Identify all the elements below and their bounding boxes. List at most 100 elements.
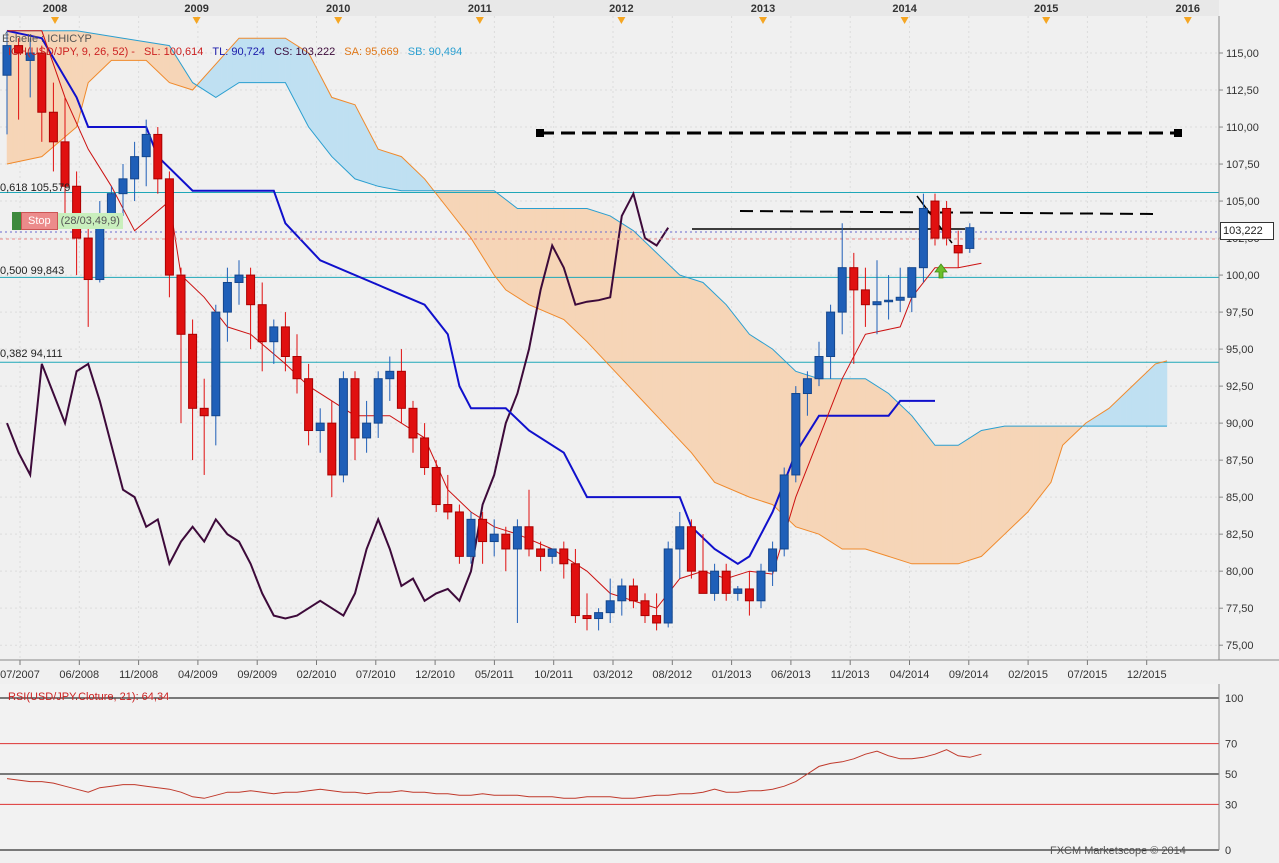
cloud-segment	[1033, 425, 1040, 506]
candle-body	[257, 304, 267, 343]
senkou-span-b-line	[7, 30, 1167, 446]
candle-body	[918, 207, 928, 269]
y-tick-label: 105,00	[1226, 196, 1260, 208]
cloud-segment	[894, 398, 901, 561]
candle-body	[594, 612, 604, 620]
cloud-segment	[708, 287, 715, 484]
cloud-segment	[679, 274, 686, 448]
year-marker-icon	[1183, 17, 1192, 24]
candle-body	[153, 133, 163, 180]
candle-body	[698, 570, 708, 594]
cloud-segment	[992, 426, 1000, 546]
candle-body	[350, 378, 360, 439]
cloud-segment	[865, 378, 872, 552]
cloud-segment	[354, 104, 362, 182]
year-axis-band	[0, 0, 1219, 16]
cloud-segment	[749, 333, 756, 500]
y-tick-label: 107,50	[1226, 159, 1260, 171]
cloud-segment	[801, 372, 808, 531]
fib-label-500: 0,500 99,843	[0, 265, 65, 277]
cloud-segment	[1021, 425, 1029, 519]
rsi-level-label: 30	[1225, 799, 1237, 811]
cloud-segment	[250, 37, 257, 83]
candle-body	[570, 563, 580, 617]
cloud-segment	[702, 281, 710, 476]
cloud-segment	[905, 409, 913, 565]
stop-handle-icon[interactable]	[12, 212, 21, 230]
candle-body	[559, 548, 569, 565]
cloud-segment	[482, 190, 489, 267]
candle-body	[675, 526, 685, 550]
x-tick-label: 02/2015	[1008, 669, 1048, 681]
cloud-segment	[673, 268, 681, 442]
fib-label-618: 0,618 105,579	[0, 182, 71, 194]
cloud-segment	[488, 190, 495, 276]
cloud-segment	[563, 208, 570, 326]
candle-body	[234, 274, 244, 283]
candle-body	[176, 274, 186, 335]
cloud-segment	[337, 98, 344, 169]
cloud-segment	[766, 344, 773, 505]
candle-body	[420, 437, 430, 469]
x-tick-label: 05/2011	[475, 669, 514, 681]
cloud-segment	[923, 429, 930, 565]
x-tick-label: 09/2014	[949, 669, 989, 681]
cloud-segment	[986, 428, 994, 552]
scale-value: ICHICYP	[47, 33, 92, 45]
scale-prefix: Échelle :	[2, 33, 48, 45]
x-tick-label: 03/2012	[593, 669, 633, 681]
x-tick-label: 11/2013	[831, 669, 870, 681]
cloud-segment	[720, 298, 727, 488]
cloud-segment	[511, 203, 518, 298]
candle-body	[652, 615, 662, 624]
cloud-segment	[383, 150, 391, 189]
cloud-segment	[319, 75, 327, 150]
x-tick-label: 08/2012	[652, 669, 692, 681]
cloud-segment	[244, 37, 251, 83]
candle-body	[60, 141, 70, 187]
rsi-label: RSI(USD/JPY.Cloture, 21): 64,34	[8, 691, 170, 703]
candle-body	[536, 548, 546, 557]
study-name: ICH(USD/JPY, 9, 26, 52) -	[8, 46, 135, 58]
cloud-segment	[662, 257, 669, 429]
stop-info: (28/03,49,9)	[57, 213, 123, 229]
year-label: 2011	[468, 3, 492, 15]
cloud-segment	[911, 414, 918, 565]
cloud-segment	[540, 208, 547, 313]
cloud-segment	[308, 52, 315, 136]
candle-body	[884, 299, 894, 303]
candle-body	[130, 156, 140, 180]
candle-body	[768, 548, 778, 572]
candle-body	[663, 548, 673, 624]
candle-body	[466, 518, 476, 557]
cloud-segment	[1027, 425, 1034, 513]
cloud-segment	[725, 303, 733, 491]
cloud-segment	[1149, 363, 1156, 427]
year-label: 2013	[751, 3, 775, 15]
cloud-segment	[859, 378, 866, 550]
watermark: FXCM Marketscope © 2014	[1050, 845, 1186, 857]
x-tick-label: 07/2007	[0, 669, 40, 681]
indicator-header: Échelle : ICHICYP	[2, 33, 92, 45]
y-tick-label: 100,00	[1226, 270, 1260, 282]
stop-label[interactable]: Stop	[21, 212, 58, 230]
candle-body	[628, 585, 638, 602]
cloud-segment	[389, 152, 396, 190]
cloud-segment	[836, 378, 843, 550]
target-line-handle-left[interactable]	[536, 129, 544, 137]
cloud-segment	[1137, 374, 1145, 427]
stop-order-tag[interactable]: Stop (28/03,49,9)	[12, 212, 123, 230]
cloud-segment	[899, 404, 907, 563]
candle-body	[721, 570, 731, 594]
cloud-segment	[696, 280, 704, 469]
y-tick-label: 92,50	[1226, 381, 1254, 393]
cloud-segment	[969, 433, 976, 561]
cloud-segment	[273, 37, 280, 83]
candle-body	[872, 301, 882, 306]
candle-body	[222, 281, 232, 313]
rsi-level-label: 0	[1225, 845, 1231, 857]
candle-body	[454, 511, 464, 557]
target-line-handle-right[interactable]	[1174, 129, 1182, 137]
candle-body	[164, 178, 174, 276]
